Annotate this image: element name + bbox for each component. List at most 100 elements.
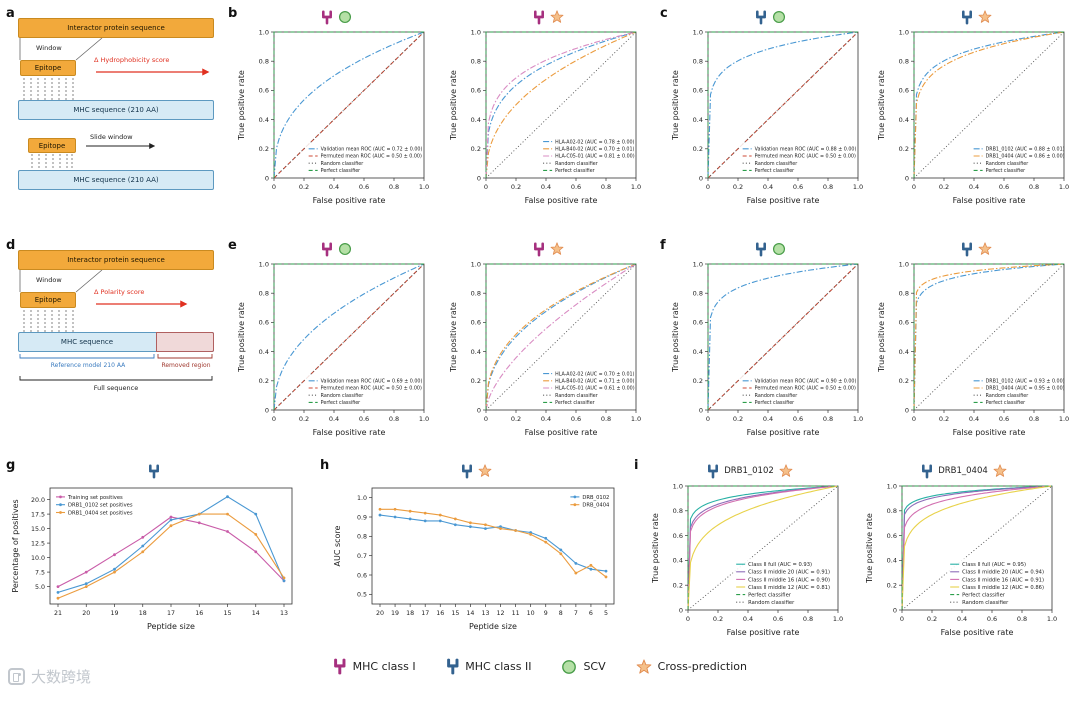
mhc-sequence-box-2: MHC sequence (210 AA)	[18, 170, 214, 190]
svg-text:Class II middle 16 (AUC = 0.91: Class II middle 16 (AUC = 0.91)	[962, 577, 1044, 583]
svg-text:0: 0	[893, 606, 897, 614]
svg-text:0.8: 0.8	[823, 183, 833, 191]
svg-text:20: 20	[82, 610, 90, 617]
svg-text:1.0: 1.0	[693, 28, 703, 36]
svg-text:Random classifier: Random classifier	[321, 161, 364, 167]
mhc-class-ii-icon	[461, 464, 472, 478]
svg-text:0: 0	[905, 174, 909, 182]
svg-text:0: 0	[912, 415, 916, 423]
svg-text:0.4: 0.4	[887, 557, 897, 565]
svg-text:0: 0	[477, 406, 481, 414]
svg-text:0.4: 0.4	[899, 348, 909, 356]
svg-text:0.6: 0.6	[471, 87, 481, 95]
svg-text:Class II middle 20 (AUC = 0.94: Class II middle 20 (AUC = 0.94)	[962, 570, 1044, 576]
svg-text:HLA-C05-01 (AUC = 0.61 ± 0.00): HLA-C05-01 (AUC = 0.61 ± 0.00)	[555, 386, 635, 392]
svg-text:0.8: 0.8	[601, 415, 611, 423]
mhc-class-i-icon	[334, 658, 346, 675]
scv-circle-icon	[338, 242, 351, 256]
svg-text:0.2: 0.2	[259, 145, 269, 153]
plot-header	[668, 8, 872, 26]
svg-text:0.8: 0.8	[887, 507, 897, 515]
line-plot-auc: 0.5 0.6 0.7 0.8 0.9 1.0 20 19 18 17 16 15 14 13 12 11 10…	[330, 462, 622, 642]
svg-text:False positive rate: False positive rate	[525, 428, 598, 437]
mhc-class-i-icon	[321, 242, 332, 256]
svg-text:True positive rate: True positive rate	[671, 70, 680, 141]
svg-text:False positive rate: False positive rate	[747, 428, 820, 437]
svg-text:17.5: 17.5	[31, 511, 45, 518]
roc-plot-b-scv: 0 0 0.2 0.2 0.4 0.4 0.6 0.6 0.8 0.8 1.0 1.0 False po…	[234, 8, 438, 218]
svg-text:1.0: 1.0	[259, 260, 269, 268]
svg-text:Perfect classifier: Perfect classifier	[986, 400, 1026, 406]
svg-text:0.2: 0.2	[511, 183, 521, 191]
scv-circle-icon	[562, 659, 577, 674]
svg-text:0.8: 0.8	[693, 290, 703, 298]
svg-text:1.0: 1.0	[419, 415, 429, 423]
svg-text:0.6: 0.6	[987, 615, 997, 623]
svg-text:0.4: 0.4	[693, 348, 703, 356]
cross-prediction-star-icon	[636, 658, 652, 674]
svg-text:1.0: 1.0	[673, 482, 683, 490]
panel-letter-f: f	[660, 238, 666, 253]
svg-text:11: 11	[512, 610, 520, 617]
full-sequence-label: Full sequence	[93, 384, 139, 392]
plot-header	[8, 462, 300, 480]
svg-text:Validation mean ROC (AUC = 0.9: Validation mean ROC (AUC = 0.90 ± 0.00)	[755, 379, 857, 385]
svg-text:HLA-B40-02 (AUC = 0.71 ± 0.00): HLA-B40-02 (AUC = 0.71 ± 0.00)	[555, 379, 634, 385]
svg-text:DRB1_0404 set positives: DRB1_0404 set positives	[68, 510, 133, 516]
panel-letter-a: a	[6, 6, 15, 21]
svg-text:0.6: 0.6	[887, 532, 897, 540]
svg-text:1.0: 1.0	[887, 482, 897, 490]
svg-text:0.4: 0.4	[329, 183, 339, 191]
svg-text:Validation mean ROC (AUC = 0.8: Validation mean ROC (AUC = 0.88 ± 0.00)	[755, 147, 857, 153]
svg-text:DRB1_0404 (AUC = 0.95 ± 0.00): DRB1_0404 (AUC = 0.95 ± 0.00)	[986, 386, 1065, 392]
svg-text:6: 6	[589, 610, 593, 617]
svg-text:1.0: 1.0	[1047, 615, 1057, 623]
svg-text:0: 0	[265, 406, 269, 414]
svg-text:0: 0	[272, 183, 276, 191]
svg-text:Random classifier: Random classifier	[555, 393, 598, 399]
svg-text:0.8: 0.8	[693, 58, 703, 66]
svg-text:0.8: 0.8	[673, 507, 683, 515]
svg-text:0.8: 0.8	[1029, 183, 1039, 191]
line-plot-positives: 5.0 7.5 10.0 12.5 15.0 17.5 20.0 21 20 19 18 17 16 15…	[8, 462, 300, 642]
svg-text:1.0: 1.0	[471, 28, 481, 36]
svg-text:0.6: 0.6	[693, 319, 703, 327]
svg-text:0.2: 0.2	[511, 415, 521, 423]
svg-text:0.4: 0.4	[693, 116, 703, 124]
svg-text:Random classifier: Random classifier	[555, 161, 598, 167]
svg-text:Class II middle 16 (AUC = 0.90: Class II middle 16 (AUC = 0.90)	[748, 577, 830, 583]
svg-text:18: 18	[406, 610, 414, 617]
svg-text:1.0: 1.0	[833, 615, 843, 623]
roc-plot-c-cross: 0 0 0.2 0.2 0.4 0.4 0.6 0.6 0.8 0.8 1.0 1.0 False po…	[874, 8, 1078, 218]
svg-text:0.8: 0.8	[601, 183, 611, 191]
plot-header	[446, 240, 650, 258]
svg-text:0.2: 0.2	[471, 377, 481, 385]
figure-legend: MHC class I MHC class II SCV Cross-predicti…	[0, 658, 1080, 675]
svg-text:0.6: 0.6	[357, 572, 367, 579]
roc-plot-e-scv: 0 0 0.2 0.2 0.4 0.4 0.6 0.6 0.8 0.8 1.0 1.0 False po…	[234, 240, 438, 450]
svg-text:0.6: 0.6	[673, 532, 683, 540]
svg-text:0: 0	[686, 615, 690, 623]
svg-text:0.4: 0.4	[541, 415, 551, 423]
svg-text:0.4: 0.4	[763, 415, 773, 423]
svg-text:Validation mean ROC (AUC = 0.7: Validation mean ROC (AUC = 0.72 ± 0.00)	[321, 147, 423, 153]
svg-text:True positive rate: True positive rate	[237, 302, 246, 373]
svg-text:1.0: 1.0	[419, 183, 429, 191]
svg-text:Perfect classifier: Perfect classifier	[555, 168, 595, 174]
svg-text:False positive rate: False positive rate	[313, 196, 386, 205]
svg-text:HLA-A02-02 (AUC = 0.70 ± 0.01): HLA-A02-02 (AUC = 0.70 ± 0.01)	[555, 371, 634, 377]
mhc-sequence-label: MHC sequence	[60, 338, 114, 346]
svg-text:0.2: 0.2	[939, 415, 949, 423]
roc-plot-e-cross: 0 0 0.2 0.2 0.4 0.4 0.6 0.6 0.8 0.8 1.0 1.0 False po…	[446, 240, 650, 450]
svg-text:0: 0	[900, 615, 904, 623]
plot-header	[330, 462, 622, 480]
mhc-class-ii-icon	[922, 464, 933, 478]
panel-a-diagram: Interactor protein sequence Window Epito…	[6, 4, 226, 226]
cross-prediction-star-icon	[993, 464, 1007, 477]
plot-title: DRB1_0404	[938, 466, 988, 476]
svg-text:0.4: 0.4	[541, 183, 551, 191]
mhc-class-i-icon	[533, 242, 544, 256]
svg-text:0.2: 0.2	[693, 377, 703, 385]
svg-text:14: 14	[466, 610, 474, 617]
svg-text:0.5: 0.5	[357, 592, 367, 599]
